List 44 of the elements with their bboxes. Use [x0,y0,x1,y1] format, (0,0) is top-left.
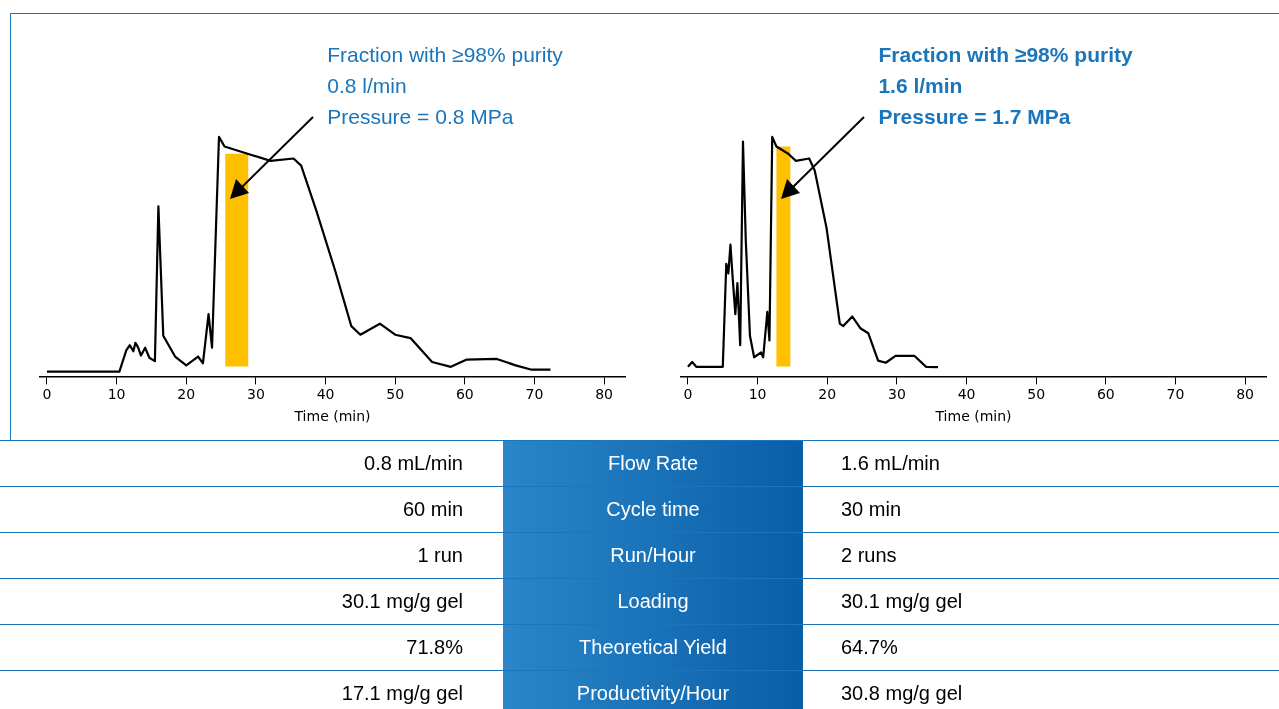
text: 60 min [401,497,463,522]
text: 1.6 l/min [878,74,963,97]
text: Fraction with ≥98% purity [327,43,564,66]
text: Fraction with ≥98% purity [878,43,1133,66]
x-tick-label: 70 [1166,386,1185,403]
x-axis-title: Time (min) [293,408,371,425]
text: Run/Hour [503,533,803,578]
text: 30.8 mg/g gel [841,681,963,706]
x-tick-label: 20 [177,386,196,403]
text: 0.8 mL/min [363,451,463,476]
text: Flow Rate [503,441,803,486]
text: 1 run [416,543,463,568]
x-tick-label: 70 [525,386,544,403]
text: Pressure = 1.7 MPa [878,105,1071,128]
text: 71.8% [405,635,463,660]
text: 30.1 mg/g gel [340,589,463,614]
text: 17.1 mg/g gel [340,681,463,706]
x-tick-label: 20 [818,386,837,403]
text: Productivity/Hour [503,671,803,709]
x-tick-label: 10 [107,386,126,403]
text: 30 min [841,497,902,522]
text: Loading [503,579,803,624]
x-tick-label: 10 [748,386,767,403]
text: Pressure = 0.8 MPa [327,105,514,128]
text: 30.1 mg/g gel [841,589,963,614]
x-tick-label: 80 [595,386,614,403]
x-axis-title: Time (min) [934,408,1012,425]
x-tick-label: 30 [246,386,265,403]
x-tick-label: 60 [1096,386,1115,403]
x-tick-label: 50 [1027,386,1046,403]
text: Cycle time [503,487,803,532]
text: Theoretical Yield [503,625,803,670]
text: 2 runs [841,543,897,568]
x-tick-label: 0 [42,386,52,403]
x-tick-label: 40 [957,386,976,403]
x-tick-label: 60 [455,386,474,403]
x-tick-label: 40 [316,386,335,403]
x-tick-label: 50 [386,386,405,403]
x-tick-label: 80 [1236,386,1255,403]
text: 64.7% [841,635,898,660]
text: 1.6 mL/min [841,451,940,476]
x-tick-label: 30 [887,386,906,403]
text: 0.8 l/min [327,74,407,97]
x-tick-label: 0 [683,386,693,403]
